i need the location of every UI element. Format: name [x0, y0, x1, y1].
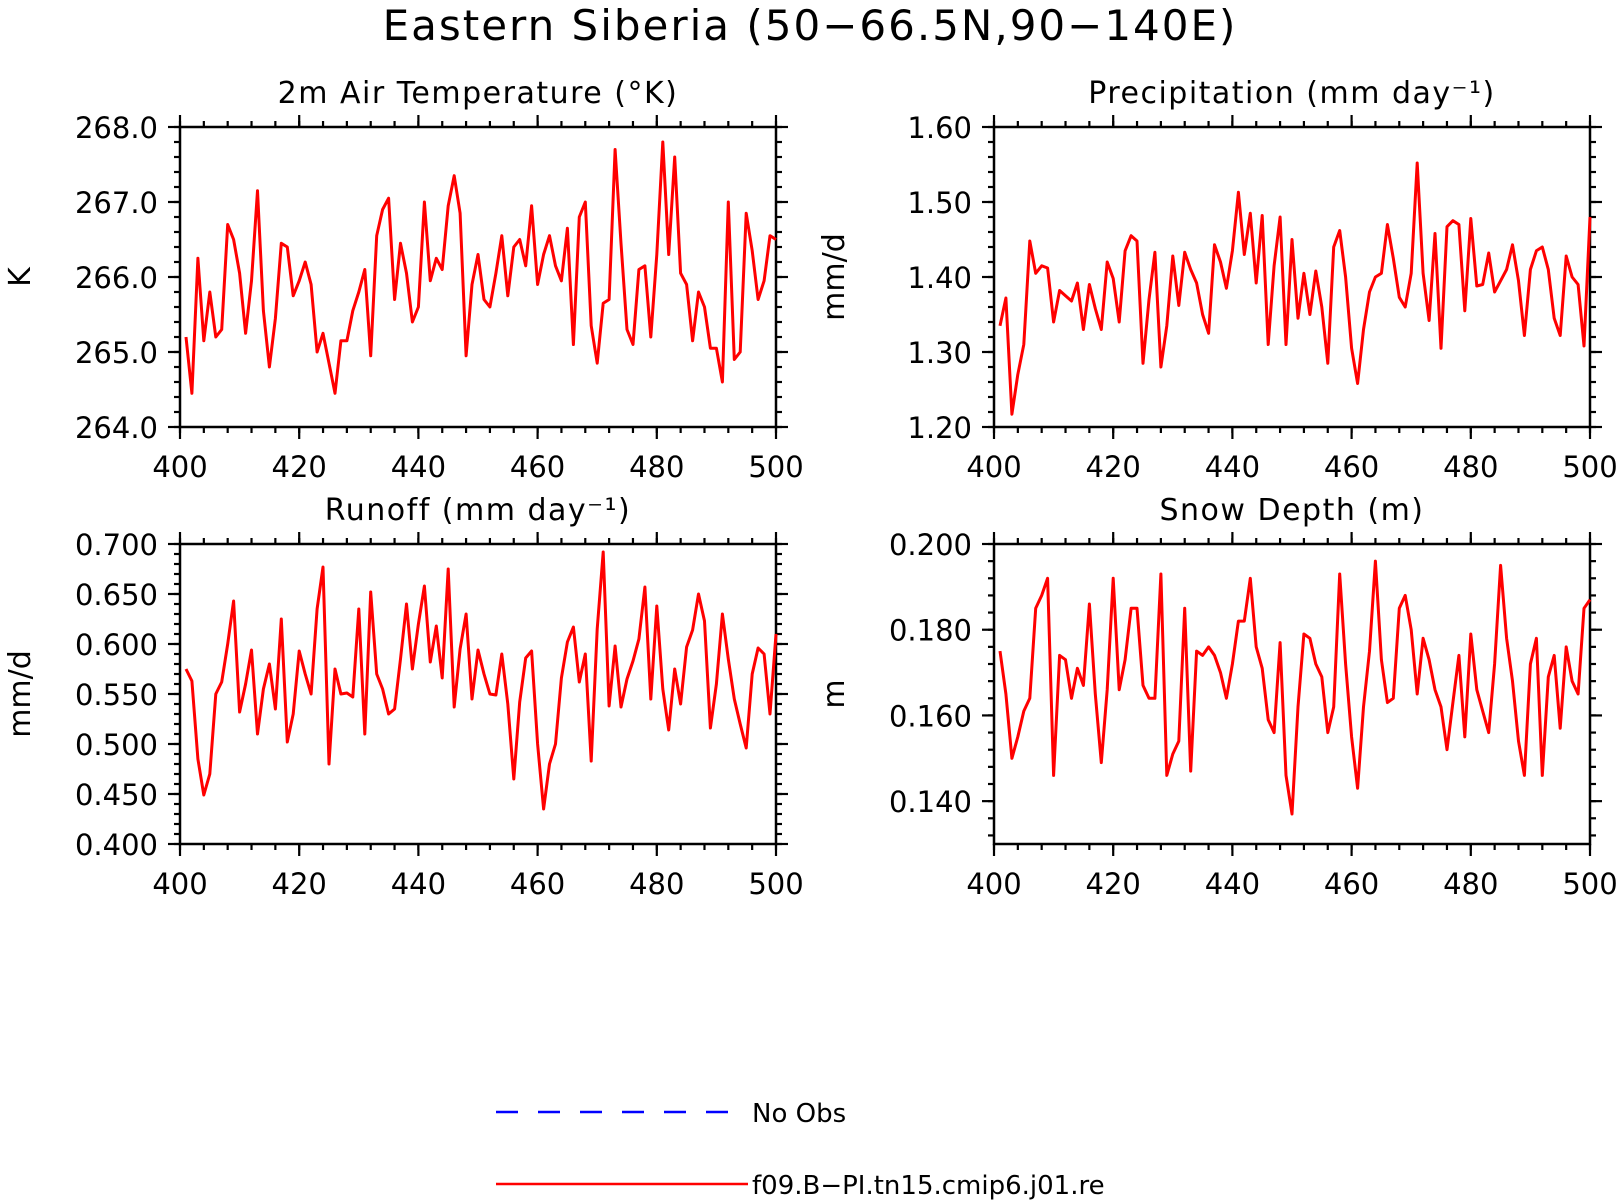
x-tick-label: 480 [629, 450, 684, 484]
x-tick-label: 400 [966, 450, 1021, 484]
y-tick-label: 1.60 [907, 111, 972, 145]
x-tick-label: 460 [1324, 450, 1379, 484]
x-tick-label: 480 [1443, 867, 1498, 901]
y-tick-label: 266.0 [75, 261, 158, 295]
x-tick-label: 440 [391, 867, 446, 901]
legend-label: No Obs [752, 1099, 846, 1129]
x-tick-label: 480 [629, 867, 684, 901]
y-tick-label: 1.40 [907, 261, 972, 295]
y-tick-label: 0.650 [75, 578, 158, 612]
y-axis-label: K [3, 266, 38, 287]
x-tick-label: 500 [1562, 867, 1617, 901]
y-tick-label: 0.550 [75, 678, 158, 712]
x-tick-label: 440 [391, 450, 446, 484]
series-line-model [184, 140, 777, 395]
panel-3: Runoff (mm day⁻¹) mm/d 400 420 440 460 480 500 0… [3, 493, 804, 901]
y-tick-label: 268.0 [75, 111, 158, 145]
y-axis-label: mm/d [817, 233, 852, 321]
y-tick-label: 265.0 [75, 336, 158, 370]
legend-label: f09.B−PI.tn15.cmip6.j01.re [752, 1171, 1105, 1201]
x-tick-label: 400 [966, 867, 1021, 901]
y-tick-label: 267.0 [75, 186, 158, 220]
y-tick-label: 264.0 [75, 411, 158, 445]
x-tick-label: 500 [1562, 450, 1617, 484]
x-tick-label: 420 [1086, 450, 1141, 484]
plot-frame [178, 125, 778, 429]
legend: No Obs f09.B−PI.tn15.cmip6.j01.re [496, 1099, 1105, 1201]
series-line-model [998, 559, 1592, 816]
y-tick-label: 0.500 [75, 728, 158, 762]
x-tick-label: 460 [1324, 867, 1379, 901]
x-tick-label: 500 [748, 867, 803, 901]
plot-frame [992, 125, 1592, 429]
figure-title: Eastern Siberia (50−66.5N,90−140E) [383, 1, 1238, 50]
panel-title: 2m Air Temperature (°K) [278, 76, 679, 111]
x-tick-label: 420 [1086, 867, 1141, 901]
panel-title: Snow Depth (m) [1159, 493, 1424, 528]
y-tick-label: 0.450 [75, 778, 158, 812]
series-line-model [184, 550, 778, 811]
y-tick-label: 1.20 [907, 411, 972, 445]
panel-1: 2m Air Temperature (°K) K 400 420 440 460 480 5… [3, 76, 804, 484]
x-tick-label: 420 [272, 450, 327, 484]
x-tick-label: 400 [152, 450, 207, 484]
panel-2: Precipitation (mm day⁻¹) mm/d 400 420 440 460… [817, 76, 1618, 484]
plot-frame [178, 542, 778, 846]
x-tick-label: 480 [1443, 450, 1498, 484]
x-tick-label: 400 [152, 867, 207, 901]
panel-title: Precipitation (mm day⁻¹) [1088, 76, 1495, 111]
series-line-model [998, 161, 1592, 416]
y-axis-label: m [817, 679, 852, 708]
x-tick-label: 440 [1205, 867, 1260, 901]
y-tick-label: 0.600 [75, 628, 158, 662]
y-tick-label: 0.700 [75, 528, 158, 562]
panel-4: Snow Depth (m) m 400 420 440 460 480 500 0.140 0.… [817, 493, 1618, 901]
y-axis-label: mm/d [3, 650, 38, 738]
y-tick-label: 0.160 [889, 699, 972, 733]
y-tick-label: 1.30 [907, 336, 972, 370]
y-tick-label: 1.50 [907, 186, 972, 220]
x-tick-label: 460 [510, 867, 565, 901]
y-tick-label: 0.180 [889, 614, 972, 648]
y-tick-label: 0.200 [889, 528, 972, 562]
x-tick-label: 460 [510, 450, 565, 484]
panels: 2m Air Temperature (°K) K 400 420 440 460 480 5… [3, 76, 1618, 901]
y-tick-label: 0.400 [75, 828, 158, 862]
y-tick-label: 0.140 [889, 785, 972, 819]
x-tick-label: 440 [1205, 450, 1260, 484]
x-tick-label: 420 [272, 867, 327, 901]
panel-title: Runoff (mm day⁻¹) [325, 493, 631, 528]
plot-frame [992, 542, 1592, 846]
x-tick-label: 500 [748, 450, 803, 484]
